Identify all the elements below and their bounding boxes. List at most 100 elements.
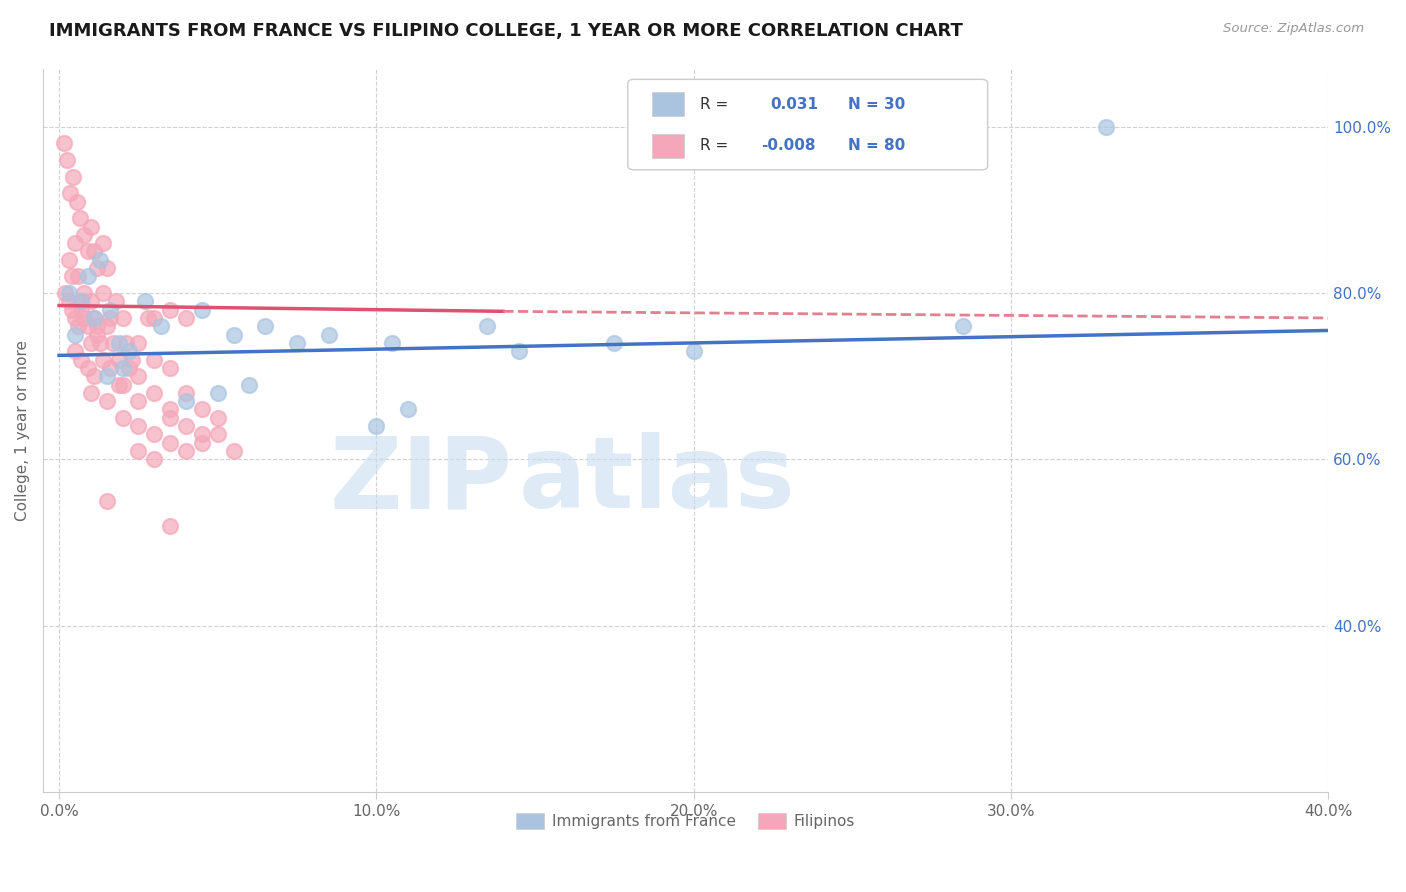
Point [67,319,90,334]
Point [56,153,79,167]
Point [143,352,166,367]
Point [143,427,166,442]
Point [108,352,131,367]
Point [86,327,108,342]
Point [96,494,118,508]
Point [67,269,90,284]
Point [70,294,93,309]
Point [127,369,149,384]
Point [76,244,98,259]
Point [93,286,115,301]
Point [60,269,83,284]
FancyBboxPatch shape [628,79,987,169]
Point [70,294,93,309]
Point [98,360,121,375]
Point [191,302,214,317]
Text: 0.031: 0.031 [770,97,818,112]
Point [63,344,86,359]
Point [127,394,149,409]
Point [86,319,108,334]
Point [682,344,704,359]
Point [396,402,419,417]
Point [159,519,181,533]
Text: N = 30: N = 30 [848,97,905,112]
Point [69,211,91,226]
Point [86,261,108,276]
Point [127,444,149,458]
Point [80,294,103,309]
Point [318,327,340,342]
Point [174,444,197,458]
Point [952,319,974,334]
Point [80,219,103,234]
Point [159,402,181,417]
Point [89,335,111,350]
Point [111,410,134,425]
Point [80,335,103,350]
Point [98,310,121,325]
Point [59,186,82,201]
Point [96,261,118,276]
Point [477,319,499,334]
Point [108,377,131,392]
Point [89,252,111,267]
Point [108,335,131,350]
Point [222,444,245,458]
Text: ZIP: ZIP [329,433,512,529]
Text: Source: ZipAtlas.com: Source: ZipAtlas.com [1223,22,1364,36]
Point [93,352,115,367]
Point [83,244,105,259]
FancyBboxPatch shape [652,93,685,116]
Point [83,310,105,325]
Point [76,269,98,284]
Point [254,319,277,334]
Y-axis label: College, 1 year or more: College, 1 year or more [15,340,30,521]
Point [63,236,86,251]
Point [73,310,96,325]
Point [73,227,96,242]
Point [191,427,214,442]
Point [111,377,134,392]
Point [58,252,80,267]
Point [93,236,115,251]
Point [101,335,124,350]
Point [191,402,214,417]
Point [159,360,181,375]
Text: IMMIGRANTS FROM FRANCE VS FILIPINO COLLEGE, 1 YEAR OR MORE CORRELATION CHART: IMMIGRANTS FROM FRANCE VS FILIPINO COLLE… [49,22,963,40]
Point [52,136,75,151]
Point [76,360,98,375]
Point [70,302,93,317]
Point [73,286,96,301]
Point [381,335,404,350]
Legend: Immigrants from France, Filipinos: Immigrants from France, Filipinos [510,806,860,835]
Point [111,310,134,325]
Text: N = 80: N = 80 [848,138,905,153]
Point [121,352,143,367]
Point [105,294,128,309]
Point [222,327,245,342]
Point [159,435,181,450]
Text: R =: R = [700,138,733,153]
Point [83,369,105,384]
Point [96,394,118,409]
Point [55,286,77,301]
Point [63,310,86,325]
Point [127,335,149,350]
Point [58,286,80,301]
Point [70,352,93,367]
Point [63,327,86,342]
FancyBboxPatch shape [652,134,685,158]
Point [143,452,166,467]
Point [159,302,181,317]
Point [114,335,136,350]
Point [58,294,80,309]
Point [143,310,166,325]
Point [118,360,141,375]
Point [111,360,134,375]
Point [285,335,308,350]
Point [603,335,626,350]
Point [174,385,197,400]
Point [80,385,103,400]
Point [127,419,149,434]
Point [159,410,181,425]
